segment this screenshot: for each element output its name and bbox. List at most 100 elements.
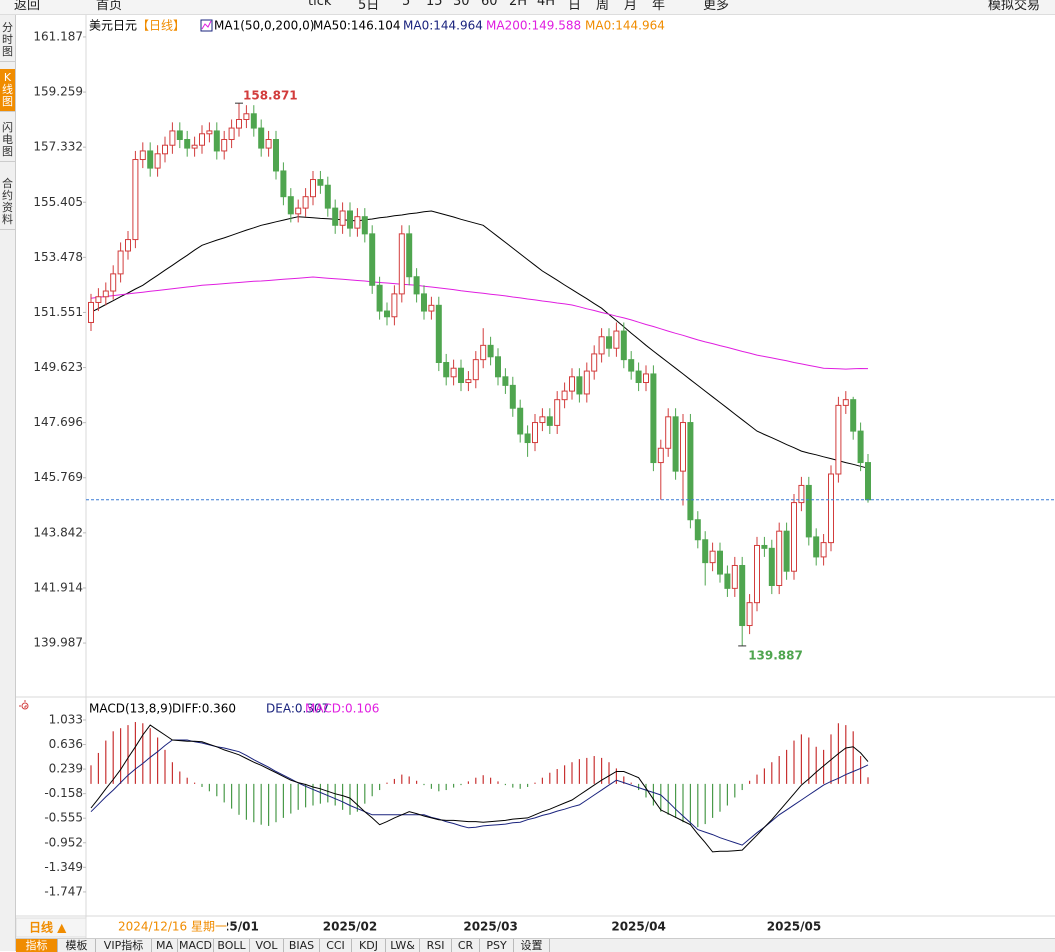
indicator-tab[interactable]: CCI <box>320 939 352 952</box>
candle-body <box>539 416 546 424</box>
toolbar-button[interactable]: 30 <box>453 0 470 9</box>
toolbar-button[interactable]: 5 <box>402 0 411 9</box>
candle-body <box>546 416 553 426</box>
toolbar-button[interactable]: 周 <box>596 0 610 13</box>
indicator-tabs: 指标 模板 VIP指标 MA MACD BOLL VOL BIAS CCI KDJ LW& RSI CR… <box>16 938 1055 952</box>
candle-body <box>265 139 272 149</box>
candle-body <box>628 359 635 372</box>
y-tick-label: 143.842 <box>33 525 83 539</box>
candle-body <box>354 216 361 229</box>
indicator-tab[interactable]: 设置 <box>514 939 550 952</box>
candle-body <box>532 422 538 444</box>
candle-body <box>347 210 353 229</box>
toolbar-button[interactable]: 年 <box>652 0 666 13</box>
candle-body <box>709 550 716 564</box>
x-tick-label: 2025/04 <box>611 920 665 934</box>
y-tick-label: 147.696 <box>33 415 83 429</box>
toolbar-button[interactable]: 月 <box>624 0 638 13</box>
indicator-tab[interactable]: BIAS <box>284 939 320 952</box>
candle-body <box>820 542 827 558</box>
date-box <box>87 918 227 936</box>
y-tick-label: 0.239 <box>49 762 83 776</box>
toolbar-button[interactable]: 返回 <box>14 0 41 13</box>
sidebar-tab[interactable]: 闪电图 <box>0 119 15 162</box>
toolbar-button[interactable]: 日 <box>568 0 582 13</box>
candle-body <box>117 250 124 275</box>
y-tick-label: -1.747 <box>44 884 83 898</box>
candle-body <box>125 239 131 252</box>
candle-body <box>243 113 250 120</box>
settings-icon[interactable] <box>19 700 31 712</box>
indicator-tab[interactable]: VOL <box>250 939 284 952</box>
period-button-bg <box>15 917 87 938</box>
toolbar-button[interactable]: 60 <box>481 0 498 9</box>
legend-item: DEA:0.307 <box>266 702 329 716</box>
candle-body <box>199 133 205 146</box>
sidebar: 分时图 K线图闪电图合约资料 <box>0 15 16 951</box>
candle-body <box>428 304 435 312</box>
toolbar-button[interactable]: tick <box>308 0 332 9</box>
candle-body <box>206 130 213 135</box>
toolbar-button[interactable]: 5日 <box>358 0 380 13</box>
candle-body <box>665 416 672 449</box>
dea-line <box>90 739 869 846</box>
legend-item: MACD:0.106 <box>305 702 379 716</box>
sidebar-tab[interactable]: 分时图 <box>0 19 15 62</box>
candle-body <box>450 367 457 378</box>
sidebar-tab[interactable]: K线图 <box>0 69 15 112</box>
y-tick-label: 145.769 <box>33 470 83 484</box>
candle-body <box>95 296 102 303</box>
candle-body <box>517 407 524 435</box>
indicator-tab[interactable]: BOLL <box>214 939 250 952</box>
legend-item: MA0:144.964 <box>403 19 483 33</box>
candle-body <box>228 127 235 141</box>
legend-item: DIFF:0.360 <box>172 702 236 716</box>
x-tick-label: 2025/05 <box>767 920 821 934</box>
indicator-tab[interactable]: KDJ <box>352 939 386 952</box>
sidebar-tab[interactable]: 合约资料 <box>0 175 15 230</box>
indicator-tab[interactable]: MA <box>152 939 178 952</box>
legend-item: MA200:149.588 <box>486 19 581 33</box>
y-tick-label: 159.259 <box>33 85 83 99</box>
low-label: 139.887 <box>748 648 803 662</box>
candle-body <box>502 376 509 386</box>
candle-body <box>361 216 368 235</box>
y-tick-label: 1.033 <box>49 712 83 726</box>
candle-body <box>376 284 383 312</box>
indicator-tab[interactable]: PSY <box>480 939 514 952</box>
legend-item: MACD(13,8,9) <box>89 702 173 716</box>
indicator-tab[interactable]: LW& <box>386 939 420 952</box>
toolbar-button[interactable]: 15 <box>426 0 443 9</box>
period-button[interactable]: 日线 ▲ <box>29 920 67 935</box>
indicator-tab[interactable]: CR <box>452 939 480 952</box>
toolbar-button[interactable]: 更多 <box>703 0 730 13</box>
y-tick-label: 153.478 <box>33 250 83 264</box>
y-tick-label: -0.952 <box>44 835 83 849</box>
indicator-tab[interactable]: 指标 <box>16 939 58 952</box>
toolbar-button[interactable]: 2H <box>509 0 528 9</box>
candle-body <box>754 544 760 604</box>
candle-body <box>132 159 139 241</box>
toolbar-button[interactable]: 4H <box>537 0 556 9</box>
candle-body <box>495 356 501 378</box>
indicator-tab[interactable]: 模板 <box>58 939 96 952</box>
indicator-tab[interactable]: VIP指标 <box>96 939 152 952</box>
candle-body <box>680 422 686 472</box>
y-tick-label: 141.914 <box>33 580 83 594</box>
candle-body <box>620 330 627 361</box>
toolbar-button[interactable]: 模拟交易 <box>988 0 1041 13</box>
candle-body <box>842 399 849 406</box>
indicator-tab[interactable]: RSI <box>420 939 452 952</box>
candle-body <box>435 304 442 364</box>
toolbar-button[interactable]: 首页 <box>96 0 123 13</box>
candle-body <box>606 336 612 349</box>
indicator-tab[interactable]: MACD <box>178 939 214 952</box>
candle-body <box>287 196 294 215</box>
candle-body <box>591 353 598 372</box>
candle-body <box>657 447 664 464</box>
crosshair-date: 2024/12/16 星期一 <box>118 920 227 934</box>
ma-line <box>90 210 869 469</box>
y-tick-label: 151.551 <box>33 305 83 319</box>
candle-body <box>384 310 390 318</box>
